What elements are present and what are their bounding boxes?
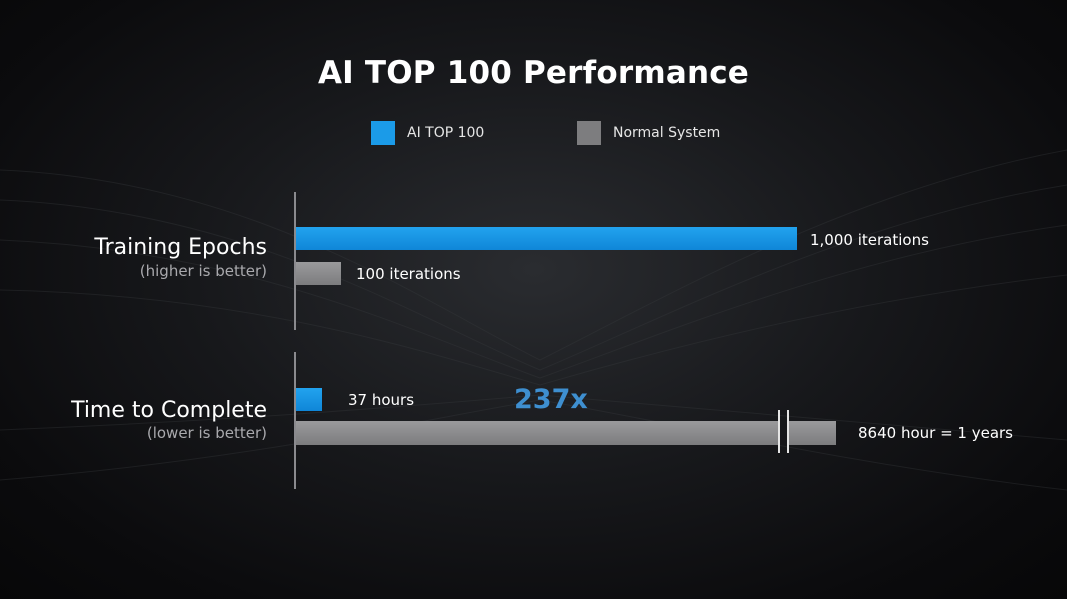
legend-swatch-gray bbox=[577, 121, 601, 145]
legend-label: Normal System bbox=[613, 125, 721, 141]
category-subtitle-time-to-complete: (lower is better) bbox=[146, 424, 267, 442]
bar-ai-top-100-training-epochs bbox=[296, 227, 797, 250]
legend-swatch-blue bbox=[371, 121, 395, 145]
chart-title: AI TOP 100 Performance bbox=[317, 55, 750, 91]
axis-break-mark-left bbox=[778, 410, 780, 453]
legend-item-ai-top-100: AI TOP 100 bbox=[371, 120, 484, 146]
bar-label-ai-top-100-training-epochs: 1,000 iterations bbox=[810, 231, 929, 249]
bar-normal-system-time-to-complete-continued bbox=[789, 421, 836, 445]
bar-normal-system-training-epochs bbox=[296, 262, 341, 285]
axis-line-training-epochs bbox=[294, 192, 296, 330]
speedup-annotation: 237x bbox=[514, 384, 588, 415]
bar-label-ai-top-100-time-to-complete: 37 hours bbox=[348, 391, 415, 409]
bar-label-normal-system-training-epochs: 100 iterations bbox=[356, 265, 461, 283]
bar-ai-top-100-time-to-complete bbox=[296, 388, 322, 411]
legend-label: AI TOP 100 bbox=[407, 125, 485, 141]
axis-line-time-to-complete bbox=[294, 352, 296, 489]
category-label-time-to-complete: Time to Complete bbox=[71, 398, 267, 423]
category-subtitle-training-epochs: (higher is better) bbox=[139, 262, 267, 280]
axis-break-mark-right bbox=[787, 410, 789, 453]
legend-item-normal-system: Normal System bbox=[577, 120, 720, 146]
category-label-training-epochs: Training Epochs bbox=[94, 235, 267, 260]
bar-normal-system-time-to-complete bbox=[296, 421, 778, 445]
bar-label-normal-system-time-to-complete: 8640 hour = 1 years bbox=[858, 424, 1013, 442]
